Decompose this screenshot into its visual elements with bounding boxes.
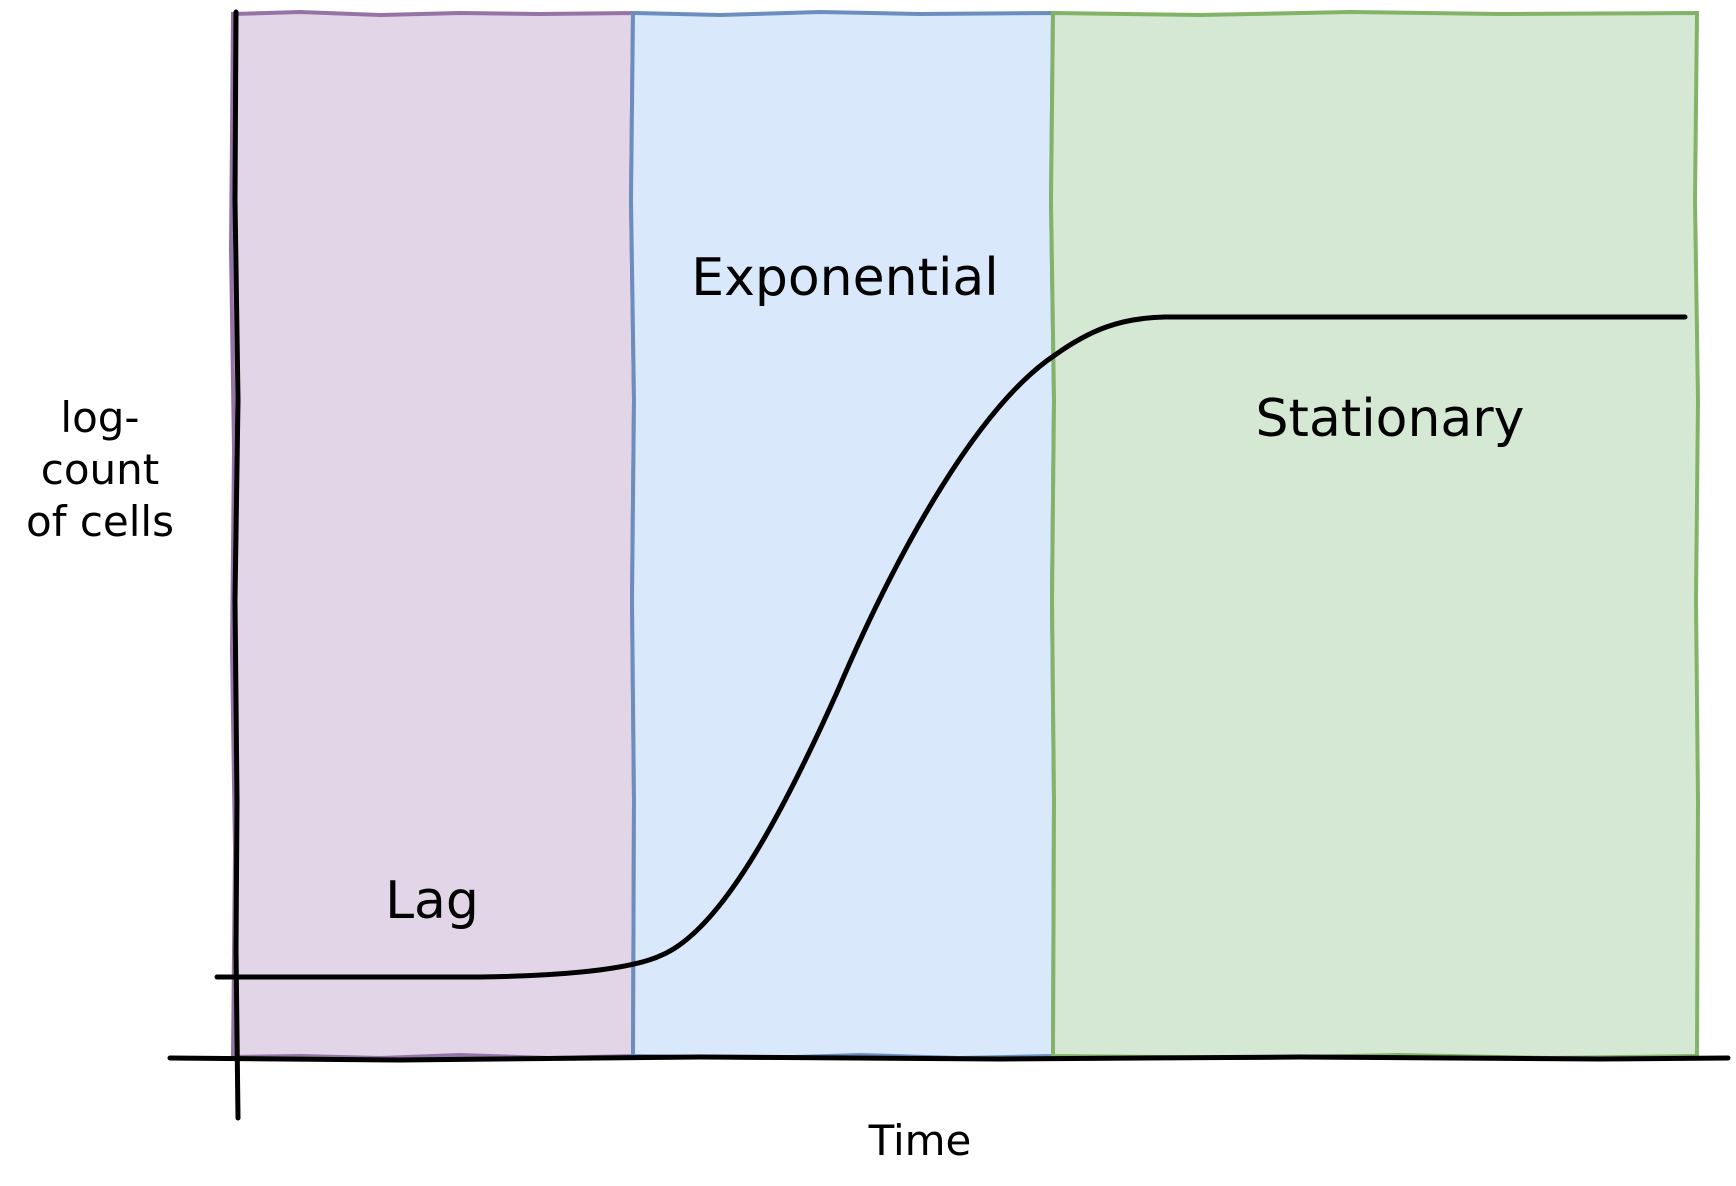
lag-phase-label: Lag [385,871,479,931]
exponential-phase-region [628,9,1057,1061]
x-axis-line [167,1054,1731,1063]
phase-regions [228,9,1701,1061]
stationary-phase-label: Stationary [1256,389,1525,449]
exponential-phase-label: Exponential [691,248,999,308]
y-axis-label-line-2: count [41,445,160,494]
y-axis-label-line-1: log- [60,393,139,442]
stationary-phase-region [1048,9,1701,1061]
growth-curve [214,314,1688,980]
y-axis-line [232,9,241,1121]
axes [167,9,1731,1121]
y-axis-label-line-3: of cells [26,497,174,546]
x-axis-label: Time [868,1116,972,1165]
